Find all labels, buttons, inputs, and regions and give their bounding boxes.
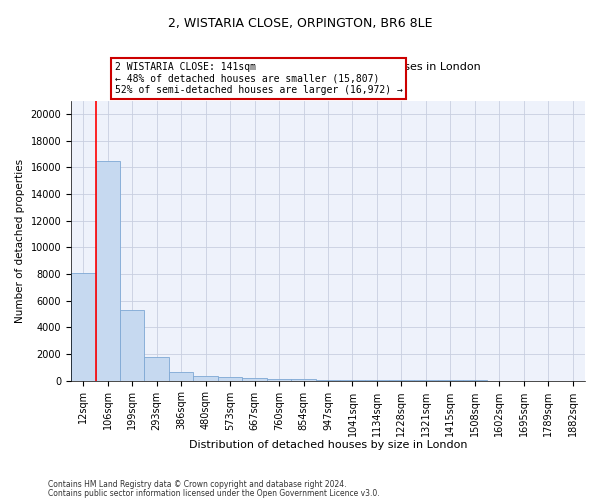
X-axis label: Distribution of detached houses by size in London: Distribution of detached houses by size …: [189, 440, 467, 450]
Text: Contains public sector information licensed under the Open Government Licence v3: Contains public sector information licen…: [48, 488, 380, 498]
Bar: [120, 310, 145, 380]
Bar: [242, 378, 267, 380]
Text: 2, WISTARIA CLOSE, ORPINGTON, BR6 8LE: 2, WISTARIA CLOSE, ORPINGTON, BR6 8LE: [168, 18, 432, 30]
Bar: [218, 378, 242, 380]
Bar: [169, 372, 193, 380]
Text: Contains HM Land Registry data © Crown copyright and database right 2024.: Contains HM Land Registry data © Crown c…: [48, 480, 347, 489]
Y-axis label: Number of detached properties: Number of detached properties: [15, 158, 25, 323]
Bar: [145, 356, 169, 380]
Bar: [193, 376, 218, 380]
Bar: [71, 274, 95, 380]
Title: Size of property relative to detached houses in London: Size of property relative to detached ho…: [175, 62, 481, 72]
Text: 2 WISTARIA CLOSE: 141sqm
← 48% of detached houses are smaller (15,807)
52% of se: 2 WISTARIA CLOSE: 141sqm ← 48% of detach…: [115, 62, 403, 96]
Bar: [95, 161, 120, 380]
Bar: [267, 378, 292, 380]
